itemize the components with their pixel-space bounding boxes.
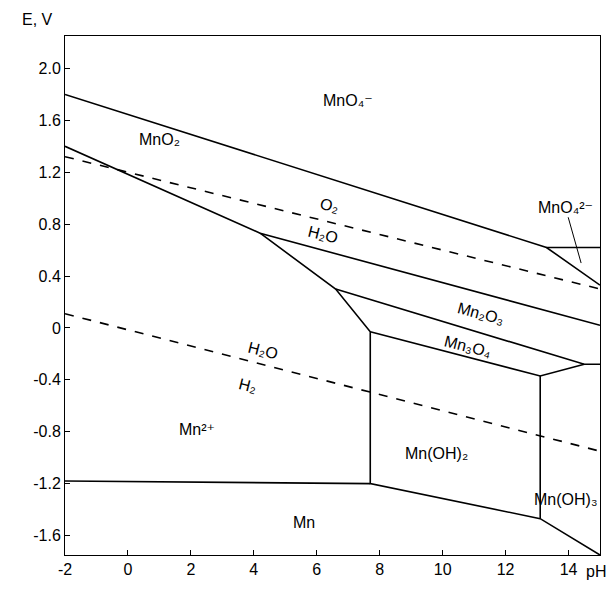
svg-text:H₂O: H₂O [306, 223, 339, 247]
svg-text:Mn²⁺: Mn²⁺ [179, 421, 215, 438]
svg-text:6: 6 [312, 561, 321, 578]
svg-text:1.2: 1.2 [39, 164, 61, 181]
svg-text:E, V: E, V [22, 11, 53, 28]
svg-text:0: 0 [123, 561, 132, 578]
svg-text:MnO₂: MnO₂ [139, 131, 180, 148]
svg-text:Mn: Mn [293, 514, 315, 531]
svg-text:-0.4: -0.4 [33, 371, 61, 388]
svg-text:-2: -2 [58, 561, 72, 578]
svg-text:8: 8 [375, 561, 384, 578]
svg-text:H₂: H₂ [237, 375, 258, 396]
svg-text:MnO₄²⁻: MnO₄²⁻ [538, 199, 593, 216]
svg-text:H₂O: H₂O [246, 339, 279, 363]
svg-text:Mn(OH)₃: Mn(OH)₃ [534, 491, 597, 508]
svg-text:12: 12 [497, 561, 515, 578]
svg-text:Mn₃O₄: Mn₃O₄ [443, 332, 493, 360]
svg-text:2.0: 2.0 [39, 60, 61, 77]
svg-text:4: 4 [249, 561, 258, 578]
svg-text:-1.2: -1.2 [33, 475, 61, 492]
svg-text:Mn₂O₃: Mn₂O₃ [456, 299, 506, 328]
svg-text:0: 0 [52, 320, 61, 337]
svg-text:0.4: 0.4 [39, 268, 61, 285]
svg-text:-0.8: -0.8 [33, 423, 61, 440]
svg-text:2: 2 [186, 561, 195, 578]
svg-text:14: 14 [560, 561, 578, 578]
svg-text:pH: pH [586, 563, 606, 580]
svg-text:-1.6: -1.6 [33, 527, 61, 544]
svg-text:MnO₄⁻: MnO₄⁻ [323, 92, 373, 109]
svg-text:O₂: O₂ [318, 195, 340, 216]
svg-text:Mn(OH)₂: Mn(OH)₂ [405, 445, 468, 462]
svg-text:1.6: 1.6 [39, 112, 61, 129]
svg-text:0.8: 0.8 [39, 216, 61, 233]
svg-text:10: 10 [434, 561, 452, 578]
